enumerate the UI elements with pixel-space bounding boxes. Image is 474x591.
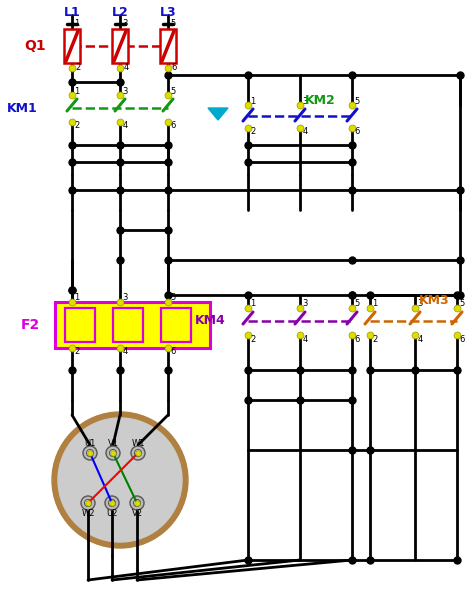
Text: L1: L1	[64, 5, 81, 18]
Circle shape	[58, 418, 182, 542]
Circle shape	[86, 450, 93, 456]
Polygon shape	[208, 108, 228, 120]
Text: 2: 2	[74, 121, 80, 129]
Text: W1: W1	[131, 439, 145, 447]
Text: 4: 4	[122, 348, 128, 356]
FancyBboxPatch shape	[160, 29, 176, 63]
Text: 2: 2	[74, 348, 80, 356]
Text: W2: W2	[81, 508, 95, 518]
FancyBboxPatch shape	[113, 308, 143, 342]
Text: 3: 3	[122, 20, 128, 28]
Text: 3: 3	[302, 98, 308, 106]
Text: KM1: KM1	[7, 102, 37, 115]
Text: 5: 5	[170, 294, 176, 303]
Text: L3: L3	[160, 5, 176, 18]
Text: 4: 4	[123, 63, 128, 72]
Text: KM2: KM2	[305, 93, 336, 106]
Text: Q1: Q1	[24, 39, 46, 53]
Circle shape	[84, 499, 91, 506]
Text: F2: F2	[20, 318, 40, 332]
Circle shape	[131, 446, 145, 460]
Text: 4: 4	[122, 121, 128, 129]
Text: 5: 5	[355, 300, 360, 309]
Text: 2: 2	[250, 126, 255, 135]
Text: 2: 2	[373, 335, 378, 343]
Circle shape	[106, 446, 120, 460]
Text: 4: 4	[418, 335, 423, 343]
FancyBboxPatch shape	[112, 29, 128, 63]
Text: 3: 3	[417, 300, 423, 309]
Text: U2: U2	[106, 508, 118, 518]
Circle shape	[130, 496, 144, 510]
Circle shape	[109, 499, 116, 506]
Text: 5: 5	[355, 98, 360, 106]
Circle shape	[109, 450, 117, 456]
Text: 6: 6	[170, 348, 176, 356]
Text: V1: V1	[108, 439, 118, 447]
Text: 6: 6	[354, 126, 360, 135]
Text: 1: 1	[74, 87, 80, 96]
Text: 3: 3	[122, 294, 128, 303]
Circle shape	[134, 499, 140, 506]
FancyBboxPatch shape	[65, 308, 95, 342]
Text: 1: 1	[74, 20, 80, 28]
Text: L2: L2	[111, 5, 128, 18]
Text: 1: 1	[373, 300, 378, 309]
Text: 6: 6	[170, 121, 176, 129]
Circle shape	[83, 446, 97, 460]
Text: 6: 6	[171, 63, 177, 72]
Circle shape	[52, 412, 188, 548]
Text: 2: 2	[250, 335, 255, 343]
Text: 1: 1	[250, 98, 255, 106]
Text: 2: 2	[75, 63, 81, 72]
Circle shape	[135, 450, 142, 456]
Text: V2: V2	[131, 508, 143, 518]
Text: U1: U1	[84, 439, 96, 447]
FancyBboxPatch shape	[64, 29, 80, 63]
Text: 1: 1	[74, 294, 80, 303]
Text: 5: 5	[459, 300, 465, 309]
Text: 6: 6	[354, 335, 360, 343]
Text: 3: 3	[302, 300, 308, 309]
FancyBboxPatch shape	[161, 308, 191, 342]
Circle shape	[81, 496, 95, 510]
Text: 1: 1	[250, 300, 255, 309]
Text: 4: 4	[302, 126, 308, 135]
Text: 6: 6	[459, 335, 465, 343]
Text: 3: 3	[122, 87, 128, 96]
Text: 4: 4	[302, 335, 308, 343]
Text: KM4: KM4	[195, 314, 225, 327]
Circle shape	[105, 496, 119, 510]
FancyBboxPatch shape	[55, 302, 210, 348]
Text: 5: 5	[170, 20, 176, 28]
Text: KM3: KM3	[419, 294, 449, 307]
Text: 5: 5	[170, 87, 176, 96]
